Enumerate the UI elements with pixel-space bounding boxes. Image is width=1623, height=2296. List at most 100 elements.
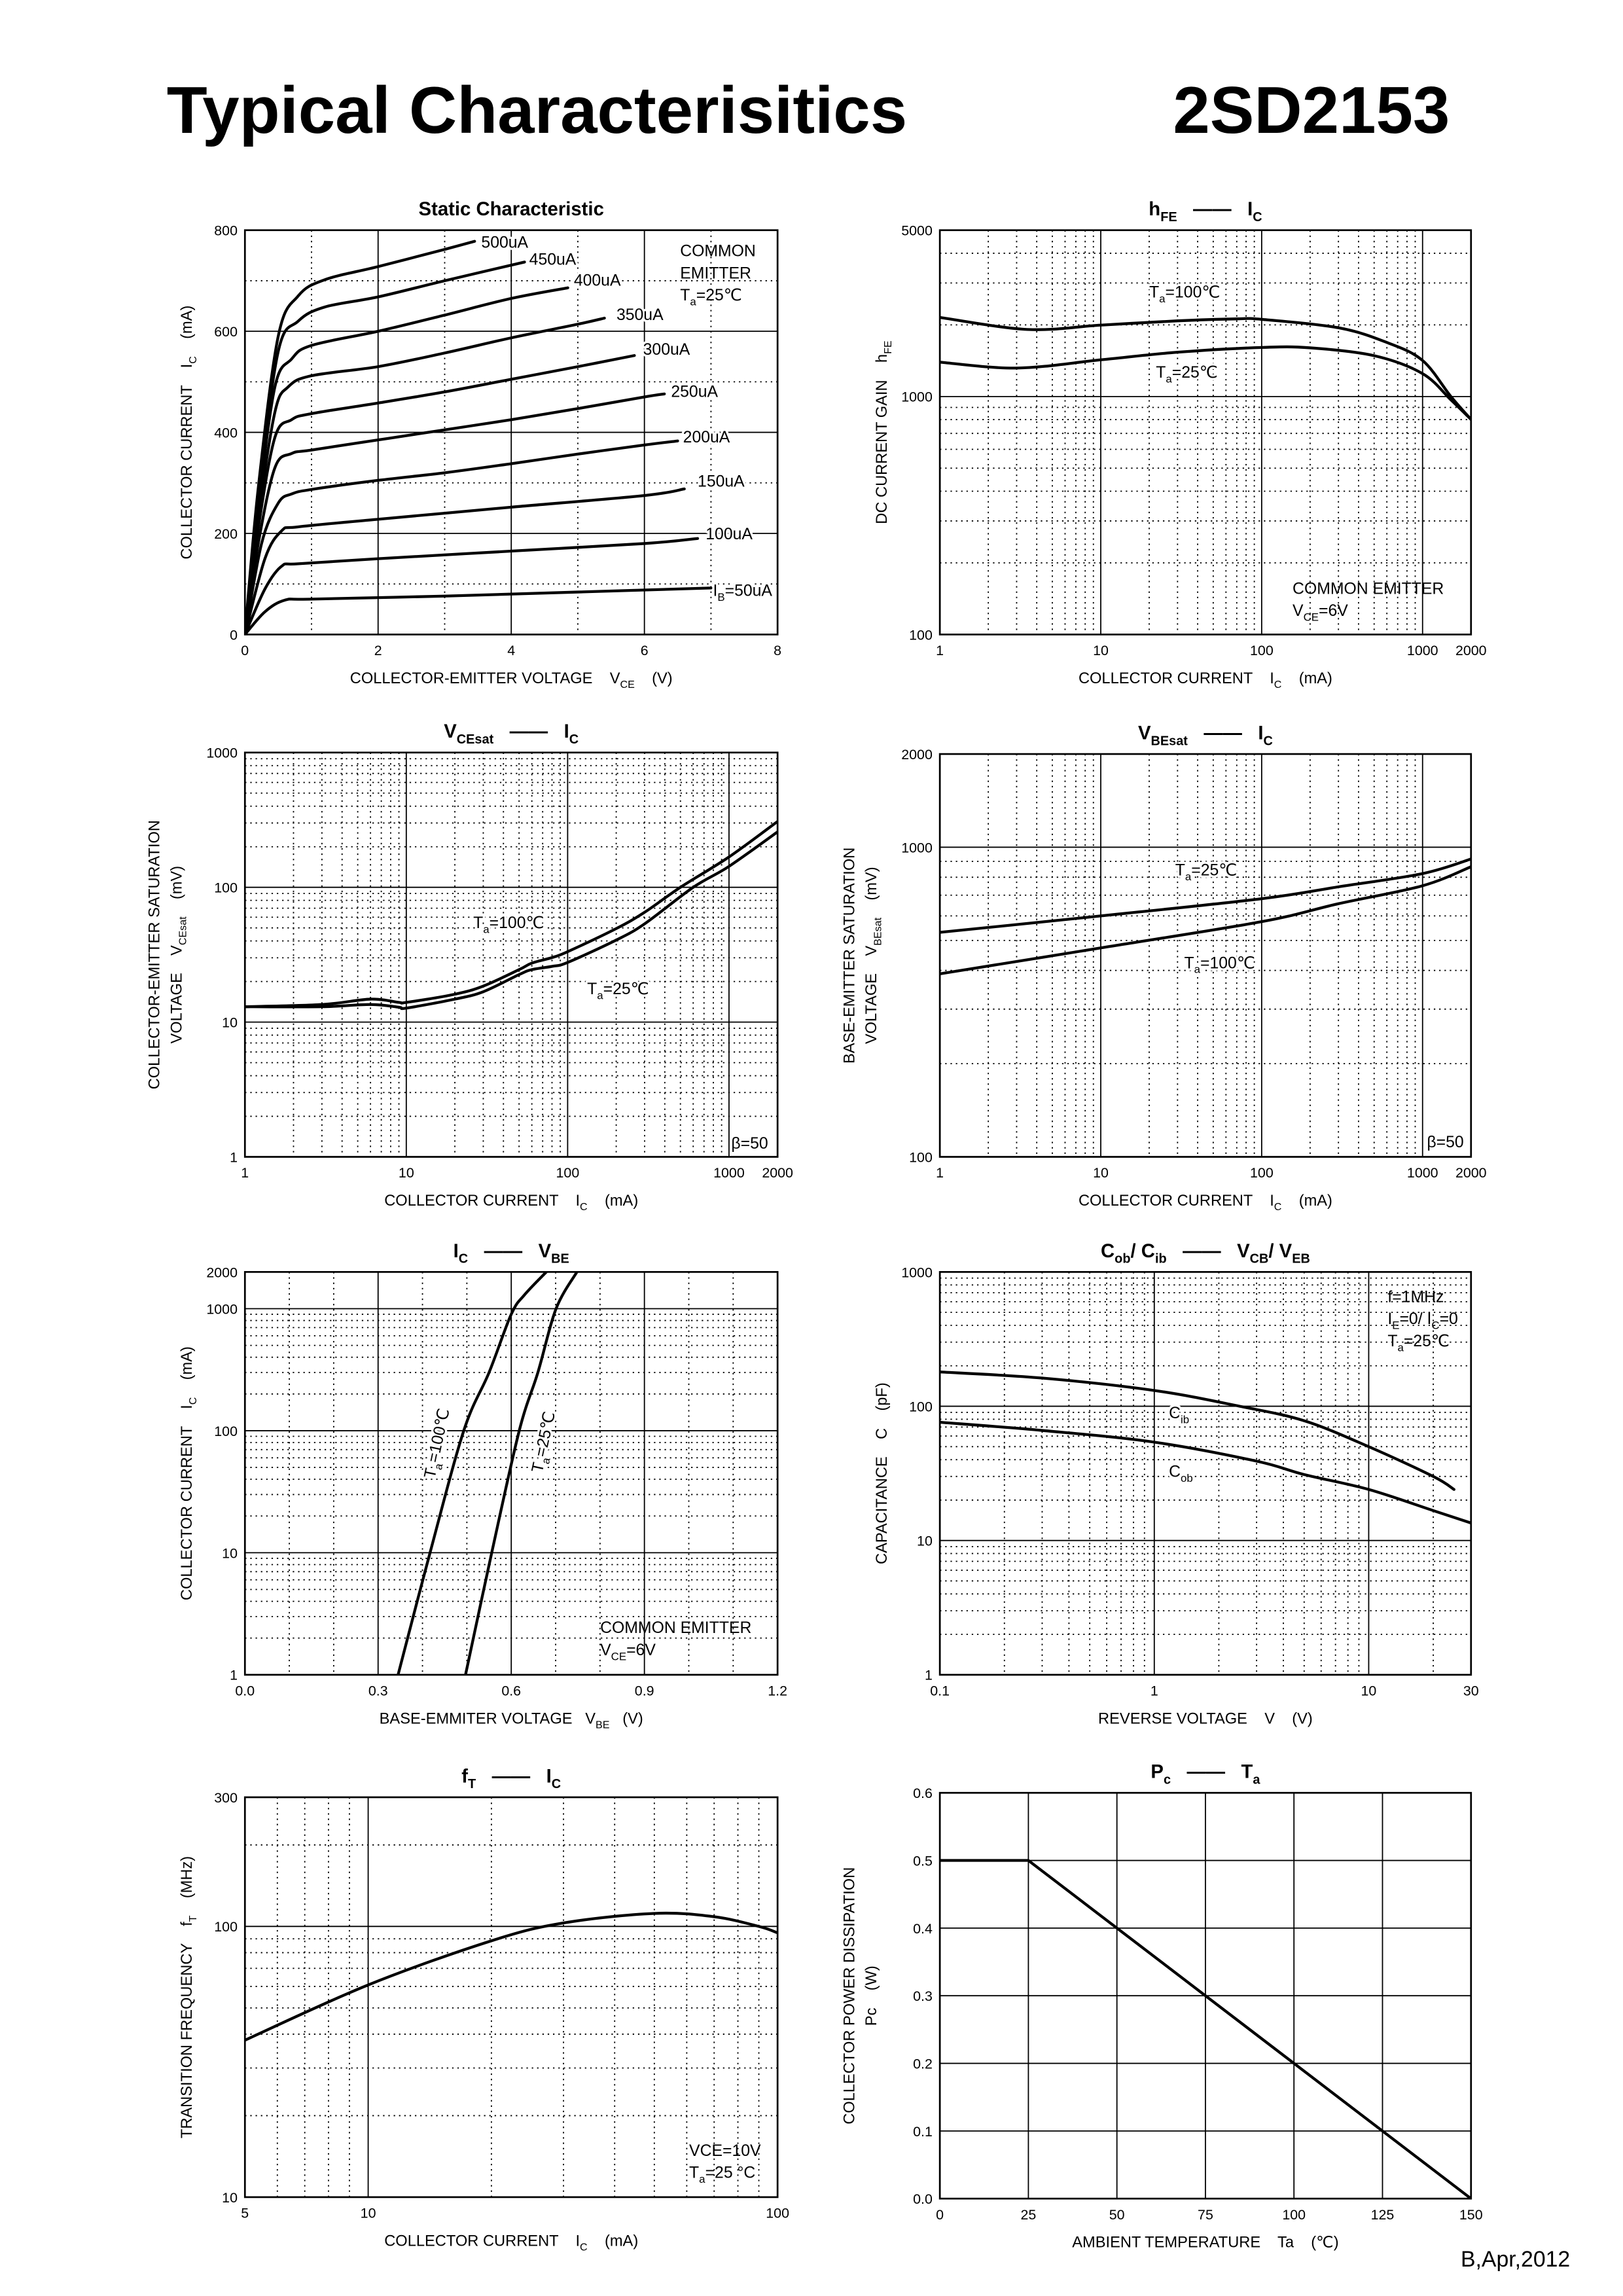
chart-title: IC —— VBE	[454, 1240, 569, 1266]
y-axis-label: CAPACITANCE C (pF)	[874, 1382, 891, 1564]
text-segment: CAPACITANCE C (pF)	[874, 1382, 891, 1564]
grid	[940, 1272, 1471, 1675]
text-segment: (mA)	[179, 1346, 196, 1397]
text-segment: f=1MHz	[1387, 1288, 1444, 1306]
y-axis-label: COLLECTOR POWER DISSIPATION	[841, 1867, 858, 2125]
text-segment: (mA)	[1281, 1193, 1332, 1210]
x-tick-label: 100	[1282, 2207, 1306, 2223]
chart-note: f=1MHz	[1387, 1288, 1444, 1306]
chart-title: fT —— IC	[461, 1765, 561, 1791]
series-group	[940, 1859, 1471, 2199]
subscript: a	[1185, 870, 1192, 883]
chart-note: VCE=6V	[600, 1641, 656, 1662]
x-tick-label: 10	[361, 2206, 376, 2221]
y-axis-label: VOLTAGE VCEsat (mV)	[168, 866, 188, 1044]
text-segment: =25℃	[696, 287, 742, 304]
text-segment: (MHz)	[179, 1856, 196, 1916]
x-tick-label: 1	[1150, 1683, 1158, 1698]
y-tick-label: 200	[214, 526, 238, 542]
text-segment: 350uA	[616, 306, 664, 324]
series-label: Ta=100℃	[1149, 284, 1220, 305]
text-segment: BASE-EMMITER VOLTAGE V	[380, 1710, 596, 1727]
chart-note: VCE=10V	[689, 2142, 761, 2160]
subscript: C	[552, 1777, 561, 1791]
text-segment: COLLECTOR-EMITTER SATURATION	[147, 820, 164, 1089]
y-tick-label: 100	[214, 880, 238, 896]
text-segment: COLLECTOR-EMITTER VOLTAGE V	[350, 670, 620, 687]
subscript: C	[1274, 679, 1282, 691]
text-segment: =0	[1440, 1310, 1458, 1328]
subscript: C	[187, 1397, 199, 1405]
page-title: Typical Characterisitics	[167, 73, 907, 147]
x-tick-label: 1000	[713, 1165, 745, 1181]
subscript: ob	[1115, 1252, 1130, 1266]
subscript: a	[597, 990, 603, 1002]
y-tick-label: 0.4	[913, 1921, 933, 1937]
y-tick-label: 5000	[901, 223, 933, 239]
series-line-ta-25c	[245, 830, 778, 1011]
x-tick-label: 2	[374, 643, 382, 658]
text-segment: COLLECTOR CURRENT I	[1079, 1193, 1274, 1210]
x-axis-label: COLLECTOR CURRENT IC (mA)	[384, 1193, 638, 1213]
text-segment: Static Characteristic	[419, 198, 604, 220]
revision-date: B,Apr,2012	[1461, 2247, 1570, 2272]
text-segment: Pc (W)	[863, 1965, 880, 2026]
y-axis-label: Pc (W)	[863, 1965, 880, 2026]
x-tick-label: 1	[241, 1165, 249, 1181]
subscript: CE	[611, 1651, 626, 1663]
x-tick-label: 10	[399, 1165, 414, 1181]
series-group	[245, 240, 713, 635]
series-line-ib-100ua	[245, 537, 700, 635]
text-segment: COLLECTOR CURRENT I	[1079, 670, 1274, 687]
subscript: a	[690, 296, 696, 308]
y-tick-label: 100	[214, 1919, 238, 1935]
series-line-cib	[940, 1371, 1455, 1491]
y-tick-label: 0.5	[913, 1853, 933, 1869]
text-segment: COLLECTOR CURRENT I	[384, 1193, 580, 1210]
x-tick-label: 100	[1250, 643, 1274, 658]
y-tick-label: 0.0	[913, 2191, 933, 2207]
subscript: T	[468, 1777, 476, 1791]
series-line-ft	[245, 1911, 778, 2042]
grid	[245, 752, 778, 1157]
series-line-ib-150ua	[245, 487, 686, 635]
x-tick-label: 10	[1093, 643, 1109, 658]
y-tick-label: 10	[222, 1545, 238, 1561]
series-group	[245, 1911, 778, 2042]
series-line-ib-300ua	[245, 354, 636, 635]
text-segment: (mV)	[168, 866, 185, 917]
text-segment: 200uA	[683, 429, 730, 446]
subscript: a	[1166, 373, 1172, 386]
subscript: C	[580, 1201, 588, 1213]
series-line-ta-25c	[940, 345, 1471, 422]
subscript: BE	[596, 1719, 610, 1731]
series-line-ta-25c	[464, 1272, 579, 1675]
x-tick-label: 2000	[1455, 643, 1487, 658]
plot-frame	[243, 751, 779, 1158]
subscript: CEsat	[177, 916, 188, 945]
text-segment: T	[587, 980, 597, 998]
subscript: BEsat	[872, 917, 883, 945]
x-axis-label: REVERSE VOLTAGE V (V)	[1098, 1710, 1313, 1727]
series-label: 100uA	[705, 526, 753, 543]
y-tick-label: 0.3	[913, 1988, 933, 2004]
text-segment: —— I	[1188, 723, 1264, 744]
grid	[940, 754, 1471, 1157]
text-segment: β=50	[1427, 1134, 1463, 1151]
text-segment: / C	[1131, 1240, 1155, 1262]
x-tick-label: 1	[936, 643, 944, 658]
y-tick-label: 100	[909, 1399, 933, 1414]
text-segment: VOLTAGE V	[168, 945, 185, 1044]
series-line-ib-350ua	[245, 316, 606, 635]
chart-note: COMMON EMITTER	[600, 1619, 751, 1637]
series-line-ta-100c	[940, 315, 1471, 422]
y-tick-label: 1	[230, 1668, 238, 1683]
subscript: c	[1164, 1772, 1171, 1787]
y-tick-label: 800	[214, 223, 238, 239]
y-axis-label: COLLECTOR-EMITTER SATURATION	[147, 820, 164, 1089]
subscript: C	[1264, 734, 1273, 748]
series-label: Cob	[1169, 1463, 1193, 1484]
series-label: Ta=100℃	[1184, 954, 1255, 975]
x-tick-label: 0.0	[235, 1683, 255, 1698]
